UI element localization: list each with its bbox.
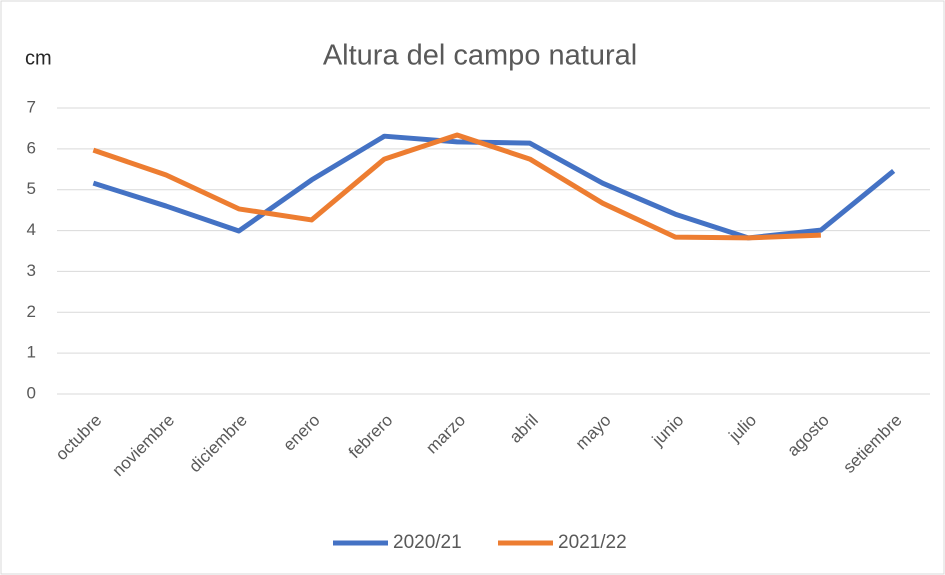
legend-label: 2021/22 xyxy=(558,532,627,553)
y-axis-label: cm xyxy=(25,47,52,69)
y-tick-label: 0 xyxy=(27,383,36,402)
chart-title: Altura del campo natural xyxy=(323,40,637,72)
y-tick-label: 5 xyxy=(27,179,36,198)
y-tick-label: 2 xyxy=(27,302,36,321)
y-tick-label: 3 xyxy=(27,261,36,280)
legend-label: 2020/21 xyxy=(393,532,462,553)
y-tick-label: 6 xyxy=(27,138,36,157)
series-line xyxy=(92,132,821,241)
y-tick-label: 1 xyxy=(27,343,36,362)
y-tick-label: 7 xyxy=(27,97,36,116)
y-tick-label: 4 xyxy=(27,220,36,239)
